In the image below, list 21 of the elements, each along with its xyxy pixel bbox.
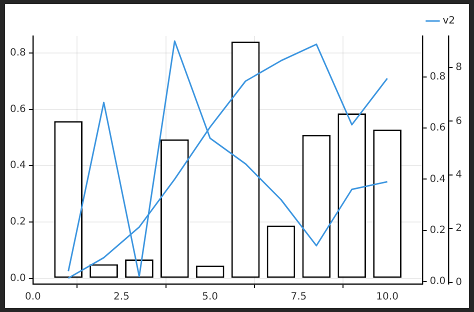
y-tick-label: 0.6 <box>10 104 26 115</box>
x-tick-label: 10.0 <box>376 292 398 303</box>
y2-tick-label: 0.8 <box>430 72 446 82</box>
y-tick-label: 0.4 <box>10 160 26 172</box>
x-tick-label: 2.5 <box>114 292 130 303</box>
legend-label: v2 <box>442 16 455 27</box>
y2-tick-label: 0.4 <box>430 174 446 185</box>
y3-tick-label: 4 <box>456 170 462 181</box>
y2-tick-label: 0.2 <box>430 224 446 236</box>
y-tick-label: 0.2 <box>10 216 26 228</box>
y2-tick-label: 0.6 <box>430 122 446 134</box>
y-tick-label: 0.0 <box>10 272 26 284</box>
y2-tick-label: 0.0 <box>430 276 446 288</box>
x-tick-label: 5.0 <box>202 292 218 303</box>
y3-tick-label: 6 <box>456 116 462 127</box>
y3-tick-label: 8 <box>456 62 462 74</box>
y3-tick-label: 2 <box>456 223 462 234</box>
y3-tick-label: 0 <box>456 276 462 288</box>
y-tick-label: 0.8 <box>10 48 26 59</box>
x-tick-label: 0.0 <box>24 292 41 303</box>
x-tick-label: 7.5 <box>290 292 307 303</box>
